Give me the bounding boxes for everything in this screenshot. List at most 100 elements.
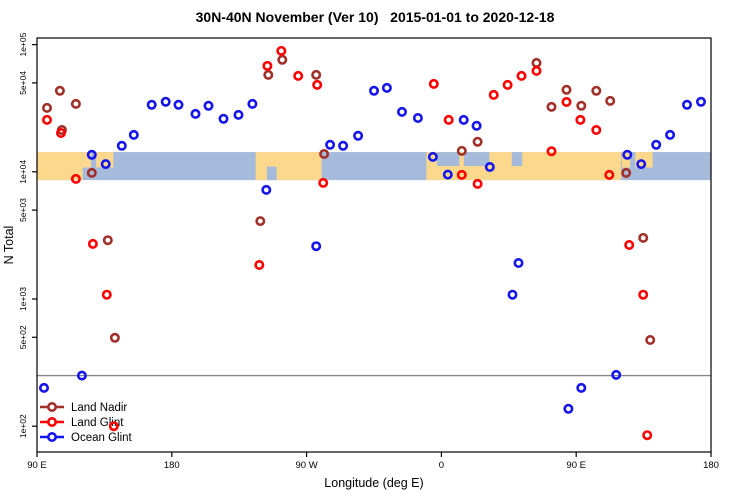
map-strip-land (635, 152, 653, 168)
map-strip-ocean-cutout (266, 166, 277, 181)
data-point-land-nadir (102, 235, 113, 246)
data-point-land-glint (312, 79, 323, 90)
data-point-land-glint (642, 430, 653, 441)
data-point-land-glint (488, 89, 499, 100)
data-point-land-glint (575, 114, 586, 125)
x-tick-label: 90 W (296, 460, 318, 471)
data-point-ocean-glint (651, 139, 662, 150)
data-point-land-glint (428, 78, 439, 89)
data-point-ocean-glint (325, 139, 336, 150)
data-point-ocean-glint (427, 151, 438, 162)
data-point-land-glint (456, 169, 467, 180)
data-point-ocean-glint (100, 159, 111, 170)
data-point-land-glint (101, 289, 112, 300)
data-point-ocean-glint (128, 129, 139, 140)
data-point-land-nadir (621, 167, 632, 178)
legend-item-label: Land Nadir (71, 402, 127, 414)
data-point-ocean-glint (38, 382, 49, 393)
data-point-land-nadir (255, 216, 266, 227)
y-tick-label: 1e+05 (18, 32, 28, 56)
map-strip-land (82, 152, 91, 168)
data-point-ocean-glint (611, 369, 622, 380)
legend-symbol-circle (46, 431, 57, 442)
data-point-land-glint (70, 173, 81, 184)
data-point-ocean-glint (396, 106, 407, 117)
data-point-ocean-glint (695, 96, 706, 107)
data-point-ocean-glint (458, 114, 469, 125)
data-point-land-glint (546, 146, 557, 157)
data-point-land-nadir (109, 332, 120, 343)
data-point-ocean-glint (353, 130, 364, 141)
data-point-land-nadir (546, 101, 557, 112)
data-point-ocean-glint (247, 98, 258, 109)
data-point-ocean-glint (116, 140, 127, 151)
y-tick-label: 5e+04 (18, 71, 28, 95)
data-point-land-glint (254, 259, 265, 270)
data-point-land-nadir (591, 85, 602, 96)
data-point-land-nadir (311, 69, 322, 80)
data-point-land-glint (41, 114, 52, 125)
data-point-ocean-glint (507, 289, 518, 300)
data-point-land-glint (516, 70, 527, 81)
data-point-ocean-glint (311, 241, 322, 252)
data-point-ocean-glint (513, 257, 524, 268)
data-point-ocean-glint (471, 120, 482, 131)
data-point-ocean-glint (218, 113, 229, 124)
data-point-land-nadir (531, 57, 542, 68)
data-point-ocean-glint (203, 100, 214, 111)
data-point-land-nadir (456, 145, 467, 156)
data-point-land-glint (472, 178, 483, 189)
data-point-land-nadir (70, 98, 81, 109)
data-point-land-nadir (645, 334, 656, 345)
data-point-ocean-glint (681, 99, 692, 110)
data-point-land-glint (108, 421, 119, 432)
data-point-land-glint (443, 114, 454, 125)
y-tick-label: 5e+03 (18, 198, 28, 222)
data-point-ocean-glint (665, 129, 676, 140)
plot-border (36, 37, 712, 453)
x-tick-label: 0 (439, 460, 444, 471)
map-strip-ocean-cutout (436, 152, 460, 167)
data-point-ocean-glint (381, 82, 392, 93)
map-strip-land (621, 152, 631, 168)
data-point-land-nadir (561, 84, 572, 95)
data-point-ocean-glint (233, 109, 244, 120)
data-point-land-glint (293, 70, 304, 81)
data-point-ocean-glint (622, 149, 633, 160)
data-point-land-glint (561, 97, 572, 108)
data-point-land-glint (276, 45, 287, 56)
data-point-ocean-glint (484, 162, 495, 173)
data-point-ocean-glint (412, 113, 423, 124)
data-point-land-glint (262, 60, 273, 71)
data-point-land-nadir (54, 85, 65, 96)
x-axis-title: Longitude (deg E) (324, 476, 423, 490)
data-point-ocean-glint (76, 370, 87, 381)
data-point-ocean-glint (338, 140, 349, 151)
data-point-ocean-glint (368, 85, 379, 96)
data-point-land-glint (318, 177, 329, 188)
map-strip-ocean-cutout (511, 152, 523, 167)
data-point-land-nadir (319, 149, 330, 160)
y-tick-label: 1e+03 (18, 287, 28, 311)
data-point-land-nadir (86, 167, 97, 178)
data-point-land-glint (531, 65, 542, 76)
data-point-ocean-glint (173, 99, 184, 110)
legend-item-label: Ocean Glint (71, 432, 133, 444)
y-axis-title: N Total (2, 226, 16, 265)
chart-title: 30N-40N November (Ver 10) 2015-01-01 to … (196, 9, 555, 25)
data-point-ocean-glint (146, 99, 157, 110)
data-point-land-glint (55, 128, 66, 139)
data-point-land-glint (87, 238, 98, 249)
map-strip-ocean-cutout (463, 152, 490, 167)
legend-symbol-circle (46, 401, 57, 412)
data-point-ocean-glint (160, 96, 171, 107)
data-point-land-glint (638, 289, 649, 300)
data-point-ocean-glint (563, 403, 574, 414)
x-tick-label: 180 (703, 460, 719, 471)
legend-symbol-circle (46, 416, 57, 427)
data-point-land-glint (624, 240, 635, 251)
y-tick-label: 5e+02 (18, 325, 28, 349)
data-point-ocean-glint (442, 169, 453, 180)
